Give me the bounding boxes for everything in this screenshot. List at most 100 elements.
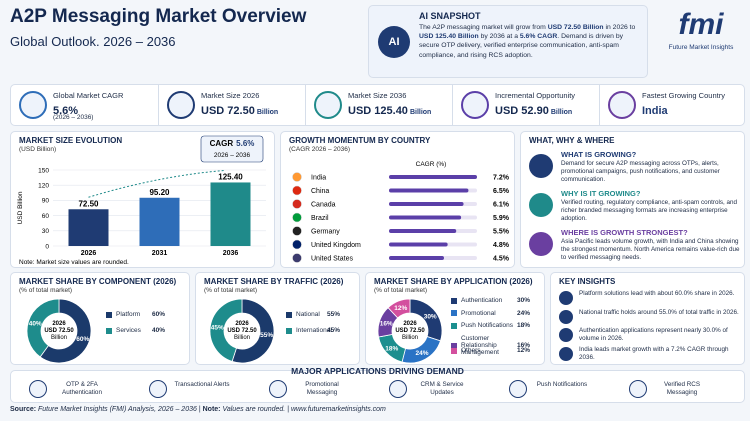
value-label: 4.5%	[493, 256, 510, 263]
legend-swatch	[451, 310, 457, 317]
kpi-value: India	[642, 105, 668, 117]
kpi-label: Market Size 2026	[201, 91, 260, 100]
www-text: Verified routing, regulatory compliance,…	[561, 199, 738, 223]
donut-center-text: Billion	[234, 335, 250, 341]
kpi-icon	[314, 91, 342, 119]
page-subtitle: Global Outlook. 2026 – 2036	[10, 34, 176, 49]
www-icon	[529, 193, 553, 217]
flag	[292, 185, 302, 196]
snapshot-text: The A2P messaging market will grow from …	[419, 23, 644, 60]
insight-text: India leads market growth with a 7.2% CA…	[579, 345, 729, 361]
www-text: Asia Pacific leads volume growth, with I…	[561, 238, 740, 262]
market-size-panel: USD Billion 0 30 60 90 120 150 72.50 2026 95.20 20…	[10, 131, 275, 268]
legend-label: National	[296, 311, 320, 318]
applications-title: MAJOR APPLICATIONS DRIVING DEMAND	[291, 366, 464, 376]
legend-swatch	[286, 327, 292, 334]
page-title: A2P Messaging Market Overview	[10, 6, 307, 27]
component-panel: 60% 40% 2026 USD 72.50 Billion MARKET SHARE B…	[10, 272, 190, 365]
chart-svg: USD Billion 0 30 60 90 120 150 72.50 2026 95.20 20…	[17, 135, 266, 266]
slice-label: 12%	[394, 305, 407, 312]
slice-label: 55%	[260, 332, 273, 339]
flag	[292, 172, 302, 182]
insight-text: National traffic holds around 55.0% of t…	[579, 308, 739, 316]
legend-value: 40%	[152, 327, 166, 335]
kpi: Global Market CAGR 5.6% (2026 – 2036)	[11, 85, 158, 125]
legend-value: 55%	[327, 311, 341, 319]
slice-label: 45%	[211, 324, 224, 331]
logo: fmi Future Market Insights	[660, 10, 742, 52]
application-label: Push Notifications	[536, 381, 588, 388]
y-tick-label: 0	[45, 243, 49, 250]
x-tick-label: 2026	[81, 250, 97, 257]
y-tick-label: 90	[42, 198, 50, 205]
insights-panel: KEY INSIGHTS Platform solutions lead with…	[550, 272, 745, 365]
cagr-badge-text: CAGR 5.6%	[210, 139, 255, 148]
insight-icon	[559, 309, 573, 324]
legend-swatch	[106, 327, 112, 334]
source-label: Source:	[10, 406, 37, 413]
category-label: China	[311, 188, 329, 195]
application-label: Verified RCS Messaging	[663, 381, 701, 397]
bar	[389, 175, 477, 179]
panel-subtitle: (CAGR 2026 – 2036)	[289, 146, 351, 153]
kpi-value: USD 125.40	[348, 105, 408, 117]
kpi-value-line: USD 125.40 Billion	[348, 101, 431, 119]
kpi-value-line: USD 72.50 Billion	[201, 101, 278, 119]
bar	[210, 182, 251, 246]
legend-swatch	[451, 342, 457, 349]
application-icon	[149, 380, 167, 398]
panel-subtitle: (USD Billion)	[19, 146, 57, 153]
slice-label: 30%	[424, 314, 437, 321]
x-tick-label: 2031	[152, 250, 168, 257]
application-icon	[509, 380, 527, 398]
y-tick-label: 30	[42, 228, 50, 235]
note-label: Note:	[202, 406, 221, 413]
kpi-unit: Billion	[550, 109, 573, 116]
flag	[292, 212, 302, 223]
value-label: 5.5%	[493, 229, 510, 236]
kpi-value: USD 52.90	[495, 105, 549, 117]
kpi-label: Incremental Opportunity	[495, 91, 576, 100]
chart-note: Note: Market size values are rounded.	[19, 259, 129, 266]
donut-center-text: 2026	[52, 321, 66, 327]
bar	[389, 188, 469, 193]
legend-item: National 55%	[286, 311, 351, 318]
application-label: Transactional Alerts	[174, 381, 230, 388]
cagr-badge	[200, 135, 264, 163]
donut-center-text: 2026	[403, 321, 417, 327]
y-tick-label: 150	[38, 167, 49, 174]
logo-name: Future Market Insights	[668, 44, 734, 51]
snapshot-segment: The A2P messaging market will grow from	[419, 24, 548, 31]
legend-item: Services 40%	[106, 327, 176, 334]
panel-title: MARKET SHARE BY TRAFFIC (2026)	[204, 277, 344, 286]
application-icon	[389, 380, 407, 398]
donut-center-text: Billion	[51, 335, 67, 341]
legend-label: Customer Relationship Management	[461, 334, 499, 357]
legend-value: 18%	[517, 322, 531, 330]
www-heading: WHAT IS GROWING?	[561, 150, 637, 159]
panel-title: MARKET SHARE BY APPLICATION (2026)	[374, 277, 533, 286]
insight-icon	[559, 346, 573, 361]
slice-label: 60%	[76, 336, 89, 343]
value-label: 125.40	[218, 172, 243, 181]
donut-center-text: USD 72.50	[227, 328, 257, 334]
snapshot-segment: 5.6% CAGR	[519, 33, 558, 41]
value-label: 4.8%	[493, 242, 510, 249]
category-label: United Kingdom	[311, 242, 361, 249]
panel-subtitle: (% of total market)	[19, 287, 73, 294]
donut-slice	[209, 298, 243, 362]
value-header: CAGR (%)	[416, 161, 447, 168]
legend-label: Others	[461, 347, 481, 354]
note: Values are rounded.	[222, 406, 286, 413]
legend-item: Others 12%	[451, 347, 541, 354]
bar	[389, 256, 444, 260]
bar	[389, 242, 448, 247]
donut-center-text: Billion	[402, 335, 418, 341]
flag	[292, 199, 302, 209]
panel-title: GROWTH MOMENTUM BY COUNTRY	[289, 136, 431, 145]
snapshot-segment: by 2036 at a	[478, 33, 520, 41]
panel-subtitle: (% of total market)	[374, 287, 428, 294]
application-label: OTP & 2FA Authentication	[62, 381, 102, 397]
kpi-value-line: India	[642, 101, 668, 119]
